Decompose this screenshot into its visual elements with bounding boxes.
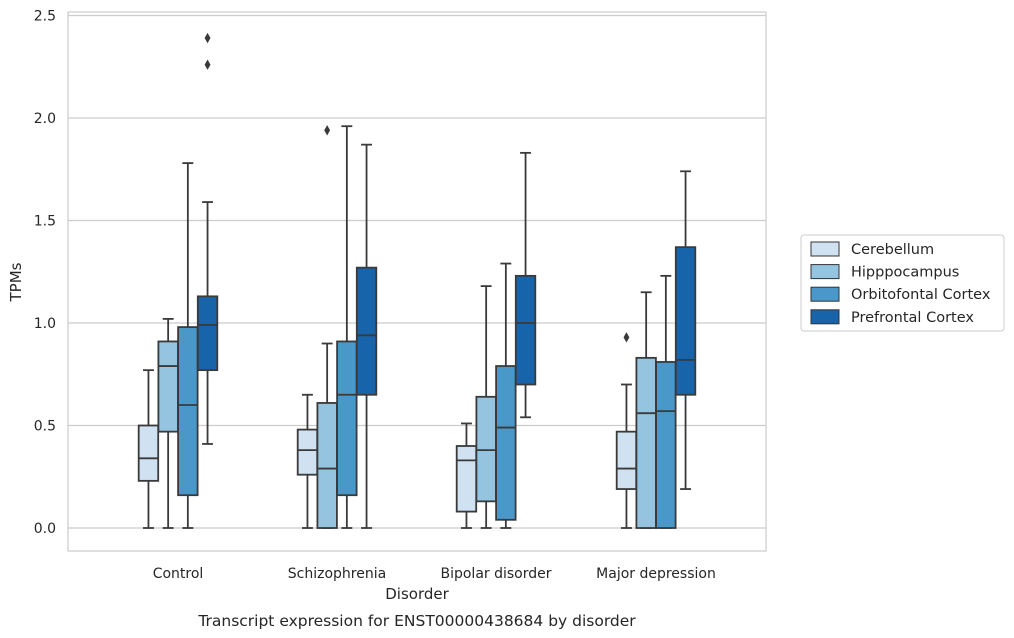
box-iqr [336, 340, 358, 497]
y-tick-label: 2.5 [34, 9, 56, 25]
box-iqr [635, 356, 657, 529]
legend-swatch [810, 286, 840, 302]
box-iqr [455, 445, 478, 513]
x-tick-label: Control [153, 566, 204, 582]
x-tick-label: Major depression [596, 566, 716, 582]
box-iqr [615, 430, 638, 490]
y-tick-label: 1.5 [34, 214, 56, 230]
outlier-point [623, 332, 630, 343]
legend-swatch [810, 241, 840, 257]
outlier-point [204, 59, 211, 70]
box-iqr [196, 295, 219, 372]
box-prefrontal-cortex [674, 170, 697, 490]
x-axis-ticks: Control Schizophrenia Bipolar disorder Majo… [153, 566, 716, 582]
y-axis-ticks: 0.0 0.5 1.0 1.5 2.0 2.5 [34, 9, 56, 538]
x-axis-label: Disorder [385, 585, 449, 603]
box-orbitofontal-cortex [495, 262, 517, 529]
y-tick-label: 1.0 [34, 316, 56, 332]
outlier-point [324, 125, 331, 136]
box-orbitofontal-cortex [336, 125, 358, 529]
legend-frame [800, 234, 1005, 332]
legend-swatch [810, 264, 840, 280]
box-orbitofontal-cortex [655, 274, 677, 529]
box-prefrontal-cortex [355, 143, 378, 529]
box-prefrontal-cortex [514, 151, 537, 419]
x-tick-label: Bipolar disorder [440, 566, 551, 582]
legend-swatch [810, 309, 840, 325]
box-iqr [296, 428, 319, 476]
box-hipppocampus [157, 317, 179, 529]
y-tick-label: 2.0 [34, 111, 56, 127]
y-axis-label: TPMs [7, 262, 25, 302]
box-iqr [514, 274, 537, 386]
box-iqr [475, 395, 497, 503]
legend-label: Prefrontal Cortex [851, 310, 974, 326]
box-iqr [495, 365, 517, 521]
box-cerebellum [615, 332, 638, 529]
legend-label: Hipppocampus [851, 265, 959, 281]
box-iqr [674, 246, 697, 396]
legend-label: Orbitofontal Cortex [851, 287, 991, 303]
box-iqr [177, 326, 199, 497]
outlier-point [204, 32, 211, 44]
box-iqr [137, 424, 160, 482]
box-cerebellum [137, 369, 160, 529]
legend-label: Cerebellum [851, 242, 934, 258]
box-hipppocampus [316, 125, 338, 529]
boxes [137, 32, 697, 529]
box-prefrontal-cortex [196, 32, 219, 445]
x-tick-label: Schizophrenia [288, 566, 386, 582]
box-orbitofontal-cortex [177, 162, 199, 529]
y-tick-label: 0.5 [34, 419, 56, 435]
legend: Cerebellum Hipppocampus Orbitofontal Corte… [800, 234, 1005, 332]
box-iqr [355, 266, 378, 396]
box-iqr [316, 402, 338, 529]
chart-caption: Transcript expression for ENST0000043868… [197, 612, 636, 630]
box-iqr [157, 340, 179, 433]
y-tick-label: 0.0 [34, 521, 56, 537]
box-iqr [655, 361, 677, 529]
